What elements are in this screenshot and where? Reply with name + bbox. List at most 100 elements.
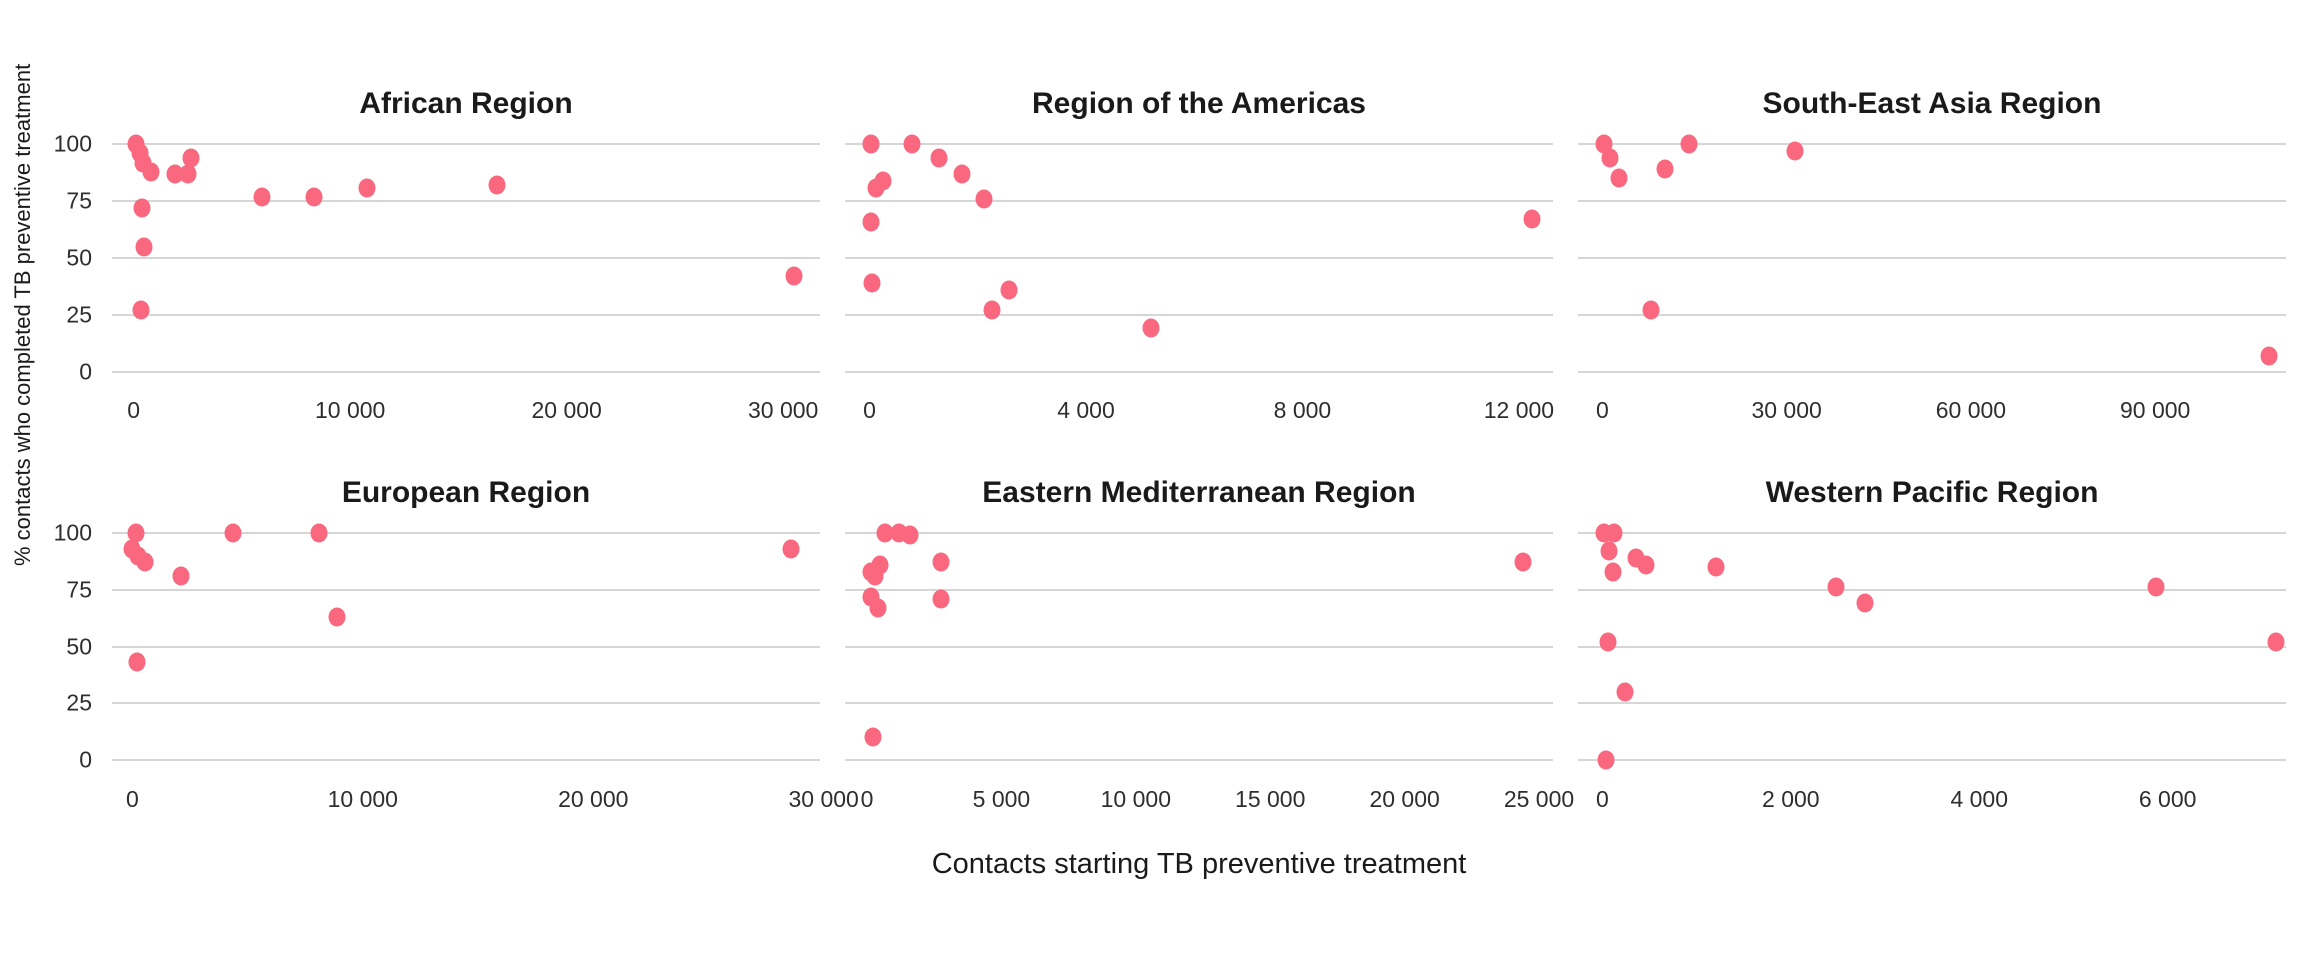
data-point bbox=[136, 552, 154, 572]
data-point bbox=[1656, 159, 1674, 179]
gridline bbox=[845, 702, 1553, 705]
data-point bbox=[953, 164, 970, 184]
x-tick-label: 20 000 bbox=[531, 397, 602, 423]
x-tick-label: 20 000 bbox=[1369, 785, 1440, 812]
y-tick-label: 50 bbox=[66, 244, 92, 271]
data-point bbox=[867, 178, 885, 198]
data-point bbox=[2260, 346, 2278, 366]
data-point bbox=[1142, 318, 1160, 338]
data-point bbox=[876, 523, 894, 543]
gridline bbox=[845, 759, 1553, 762]
data-point bbox=[128, 652, 146, 672]
data-point bbox=[179, 164, 197, 184]
data-point bbox=[932, 552, 950, 572]
y-tick-label: 75 bbox=[66, 187, 92, 214]
data-point bbox=[1856, 593, 1874, 613]
gridline bbox=[845, 257, 1553, 259]
data-point bbox=[1000, 280, 1018, 300]
gridline bbox=[845, 200, 1553, 203]
gridline bbox=[112, 702, 820, 705]
data-point bbox=[305, 187, 323, 207]
x-tick-label: 0 bbox=[1595, 785, 1609, 812]
gridline bbox=[1578, 143, 2286, 146]
x-tick-label: 4 000 bbox=[1057, 397, 1115, 423]
data-point bbox=[1514, 552, 1532, 572]
panel-title: Region of the Americas bbox=[1032, 87, 1366, 120]
data-point bbox=[2147, 577, 2165, 597]
x-tick-label: 4 000 bbox=[1950, 785, 2009, 812]
gridline bbox=[845, 588, 1553, 591]
gridline bbox=[112, 313, 820, 316]
gridline bbox=[845, 531, 1553, 534]
data-point bbox=[975, 189, 993, 209]
x-tick-label: 30 000 bbox=[788, 785, 859, 812]
gridline bbox=[1578, 531, 2286, 534]
panel-title: Eastern Mediterranean Region bbox=[982, 475, 1416, 509]
data-point bbox=[1786, 141, 1804, 161]
panel-title: Western Pacific Region bbox=[1765, 475, 2099, 509]
data-point bbox=[782, 539, 800, 559]
data-point bbox=[166, 164, 184, 184]
x-tick-label: 90 000 bbox=[2119, 397, 2191, 423]
data-point bbox=[864, 727, 882, 747]
data-point bbox=[1523, 209, 1541, 229]
gridline bbox=[1578, 313, 2286, 316]
gridline bbox=[112, 370, 820, 373]
x-tick-label: 8 000 bbox=[1273, 397, 1332, 423]
y-tick-label: 100 bbox=[53, 519, 92, 546]
data-point bbox=[1605, 523, 1623, 543]
x-tick-label: 15 000 bbox=[1235, 785, 1306, 812]
data-point bbox=[142, 162, 160, 182]
x-tick-label: 0 bbox=[860, 785, 874, 812]
data-point bbox=[903, 134, 921, 154]
data-point bbox=[862, 134, 880, 154]
gridline bbox=[1578, 702, 2286, 705]
data-point bbox=[127, 523, 145, 543]
x-tick-label: 6 000 bbox=[2138, 785, 2197, 812]
data-point bbox=[1616, 682, 1634, 702]
panel-south-east-asia-region: South-East Asia Region 0 30 000 60 000 90 00… bbox=[1578, 87, 2286, 423]
data-point bbox=[901, 525, 919, 545]
gridline bbox=[1578, 257, 2286, 259]
x-tick-label: 0 bbox=[1595, 397, 1609, 423]
x-tick-label: 30 000 bbox=[1751, 397, 1822, 423]
data-point bbox=[1637, 555, 1655, 575]
data-point bbox=[182, 148, 200, 168]
panel-european-region: European Region 100 75 50 25 0 0 10 000 20 000 30… bbox=[54, 476, 859, 812]
y-tick-label: 25 bbox=[66, 301, 92, 328]
gridline bbox=[1578, 588, 2286, 591]
data-point bbox=[866, 566, 884, 586]
x-axis-title: Contacts starting TB preventive treatmen… bbox=[931, 848, 1467, 880]
x-tick-label: 12 000 bbox=[1483, 397, 1555, 423]
panel-title: African Region bbox=[359, 87, 573, 120]
data-point bbox=[358, 178, 376, 198]
data-point bbox=[488, 175, 506, 195]
gridline bbox=[112, 531, 820, 534]
gridline bbox=[112, 645, 820, 648]
data-point bbox=[2267, 632, 2285, 652]
gridline bbox=[112, 588, 820, 591]
y-tick-label: 75 bbox=[66, 576, 92, 603]
data-point bbox=[1599, 632, 1617, 652]
x-tick-label: 20 000 bbox=[558, 785, 629, 812]
data-point bbox=[132, 300, 150, 320]
panel-title: South-East Asia Region bbox=[1762, 87, 2102, 120]
y-tick-label: 0 bbox=[79, 746, 92, 773]
data-point bbox=[328, 607, 346, 627]
gridline bbox=[845, 645, 1553, 648]
data-point bbox=[1601, 148, 1619, 168]
x-tick-label: 30 000 bbox=[748, 397, 819, 423]
y-tick-label: 0 bbox=[79, 358, 92, 385]
data-point bbox=[1600, 541, 1618, 561]
gridline bbox=[845, 143, 1553, 146]
gridline bbox=[1578, 370, 2286, 373]
x-tick-label: 10 000 bbox=[314, 397, 386, 423]
gridline bbox=[112, 200, 820, 203]
data-point bbox=[253, 187, 271, 207]
x-tick-label: 60 000 bbox=[1935, 397, 2007, 423]
data-point bbox=[785, 266, 803, 286]
panel-title: European Region bbox=[341, 475, 591, 509]
x-tick-label: 25 000 bbox=[1503, 785, 1575, 812]
x-tick-label: 5 000 bbox=[972, 785, 1031, 812]
